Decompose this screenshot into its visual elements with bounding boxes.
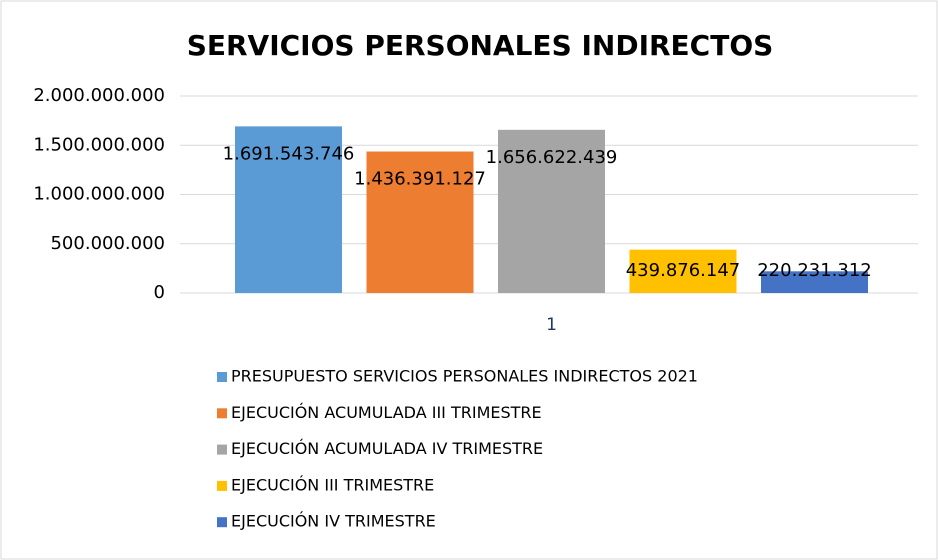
data-label: 439.876.147 <box>626 260 741 281</box>
data-label: 1.436.391.127 <box>354 169 486 190</box>
bar <box>761 271 868 293</box>
legend-label: EJECUCIÓN ACUMULADA IV TRIMESTRE <box>231 439 543 458</box>
legend-swatch <box>217 517 227 528</box>
y-tick-label: 1.000.000.000 <box>33 184 165 205</box>
data-label: 1.691.543.746 <box>223 143 355 164</box>
data-label: 1.656.622.439 <box>486 147 618 168</box>
legend-swatch <box>217 372 227 382</box>
legend-label: EJECUCIÓN III TRIMESTRE <box>231 475 434 494</box>
legend-swatch <box>217 408 227 419</box>
x-tick-label: 1 <box>546 315 557 335</box>
y-tick-label: 2.000.000.000 <box>33 85 165 106</box>
legend-swatch <box>217 480 227 491</box>
legend-swatch <box>217 444 227 455</box>
y-tick-label: 1.500.000.000 <box>33 134 165 155</box>
chart-title: SERVICIOS PERSONALES INDIRECTOS <box>187 29 774 62</box>
data-label: 220.231.312 <box>757 260 872 281</box>
bar <box>498 129 605 293</box>
y-tick-label: 0 <box>154 282 165 303</box>
bar <box>235 126 342 294</box>
y-tick-label: 500.000.000 <box>50 233 165 254</box>
legend-label: EJECUCIÓN IV TRIMESTRE <box>231 512 436 531</box>
legend-label: PRESUPUESTO SERVICIOS PERSONALES INDIREC… <box>231 367 698 386</box>
legend-label: EJECUCIÓN ACUMULADA III TRIMESTRE <box>231 403 542 422</box>
bar <box>366 151 474 293</box>
bar <box>629 249 737 293</box>
